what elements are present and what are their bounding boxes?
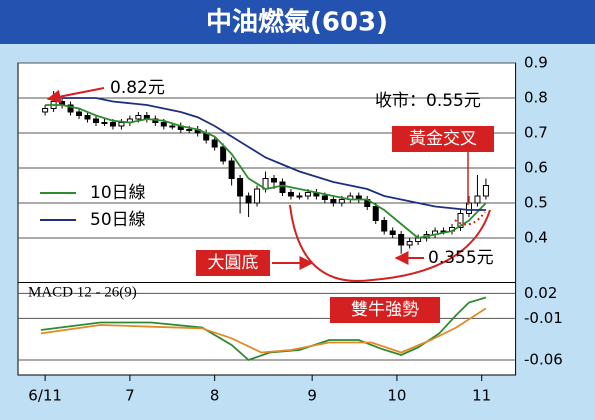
candle-body — [160, 122, 167, 127]
legend-label: 50日線 — [90, 210, 146, 230]
y-tick-label: 0.6 — [524, 159, 548, 177]
candle-body — [92, 118, 99, 123]
x-tick-label: 7 — [125, 387, 135, 405]
candle-body — [389, 230, 396, 235]
series-line — [40, 296, 487, 362]
round-bottom-arc — [289, 204, 491, 283]
candle-body — [101, 122, 108, 124]
candle-body — [287, 192, 294, 197]
candle-body — [330, 199, 337, 204]
candle-body — [279, 181, 286, 193]
candle-body — [237, 178, 244, 197]
candle-body — [465, 202, 472, 214]
y-tick-label: -0.01 — [524, 309, 563, 327]
candle-body — [220, 146, 227, 162]
dotted-arc — [454, 211, 486, 226]
annotation: 大圓底 — [208, 253, 259, 273]
candle-body — [169, 125, 176, 128]
candle-body — [398, 234, 405, 246]
candle-body — [42, 108, 49, 113]
arrow — [46, 87, 105, 104]
legend-label: 10日線 — [90, 183, 146, 203]
y-tick-label: 0.02 — [524, 284, 557, 302]
y-tick-label: -0.06 — [524, 351, 563, 369]
x-tick-label: 6/11 — [28, 387, 62, 405]
series-line — [40, 307, 487, 354]
annotation-box — [196, 250, 270, 276]
y-tick-label: 0.9 — [524, 54, 548, 72]
y-tick-label: 0.8 — [524, 89, 548, 107]
candle-body — [381, 220, 388, 232]
annotation: 雙牛強勢 — [351, 300, 419, 320]
annotation: 黃金交叉 — [409, 129, 477, 149]
title-bar — [0, 0, 595, 44]
panel-title: MACD 12 - 26(9) — [28, 284, 137, 300]
y-tick-label: 0.7 — [524, 124, 548, 142]
candle-body — [245, 195, 252, 204]
candle-body — [457, 213, 464, 228]
candle-body — [67, 104, 74, 113]
candle-body — [406, 241, 413, 246]
annotation: 收市：0.55元 — [375, 91, 481, 111]
candle-body — [228, 160, 235, 179]
candle-body — [254, 188, 261, 204]
candle-body — [84, 115, 91, 120]
annotation: 0.82元 — [110, 78, 165, 98]
x-tick-label: 10 — [387, 387, 406, 405]
annotation-box — [392, 126, 494, 152]
candle-body — [482, 185, 489, 197]
series-line — [45, 104, 487, 239]
annotation: 0.355元 — [428, 248, 494, 268]
candle-body — [304, 192, 311, 197]
candle-body — [186, 129, 193, 131]
candle-body — [321, 195, 328, 200]
candle-body — [296, 195, 303, 198]
x-tick-label: 8 — [210, 387, 220, 405]
x-tick-label: 9 — [307, 387, 317, 405]
y-tick-label: 0.5 — [524, 194, 548, 212]
candle-body — [372, 206, 379, 221]
chart-title: 中油燃氣(603) — [206, 7, 388, 38]
candle-body — [76, 111, 83, 116]
candle-body — [135, 115, 142, 120]
annotation-box — [330, 297, 440, 323]
series-line — [62, 97, 486, 211]
candle-body — [338, 199, 345, 204]
candle-body — [211, 139, 218, 148]
y-tick-label: 0.4 — [524, 229, 548, 247]
candle-body — [109, 122, 116, 127]
candle-body — [271, 178, 278, 183]
candle-body — [474, 195, 481, 204]
x-tick-label: 11 — [472, 387, 491, 405]
candle-body — [118, 122, 125, 127]
